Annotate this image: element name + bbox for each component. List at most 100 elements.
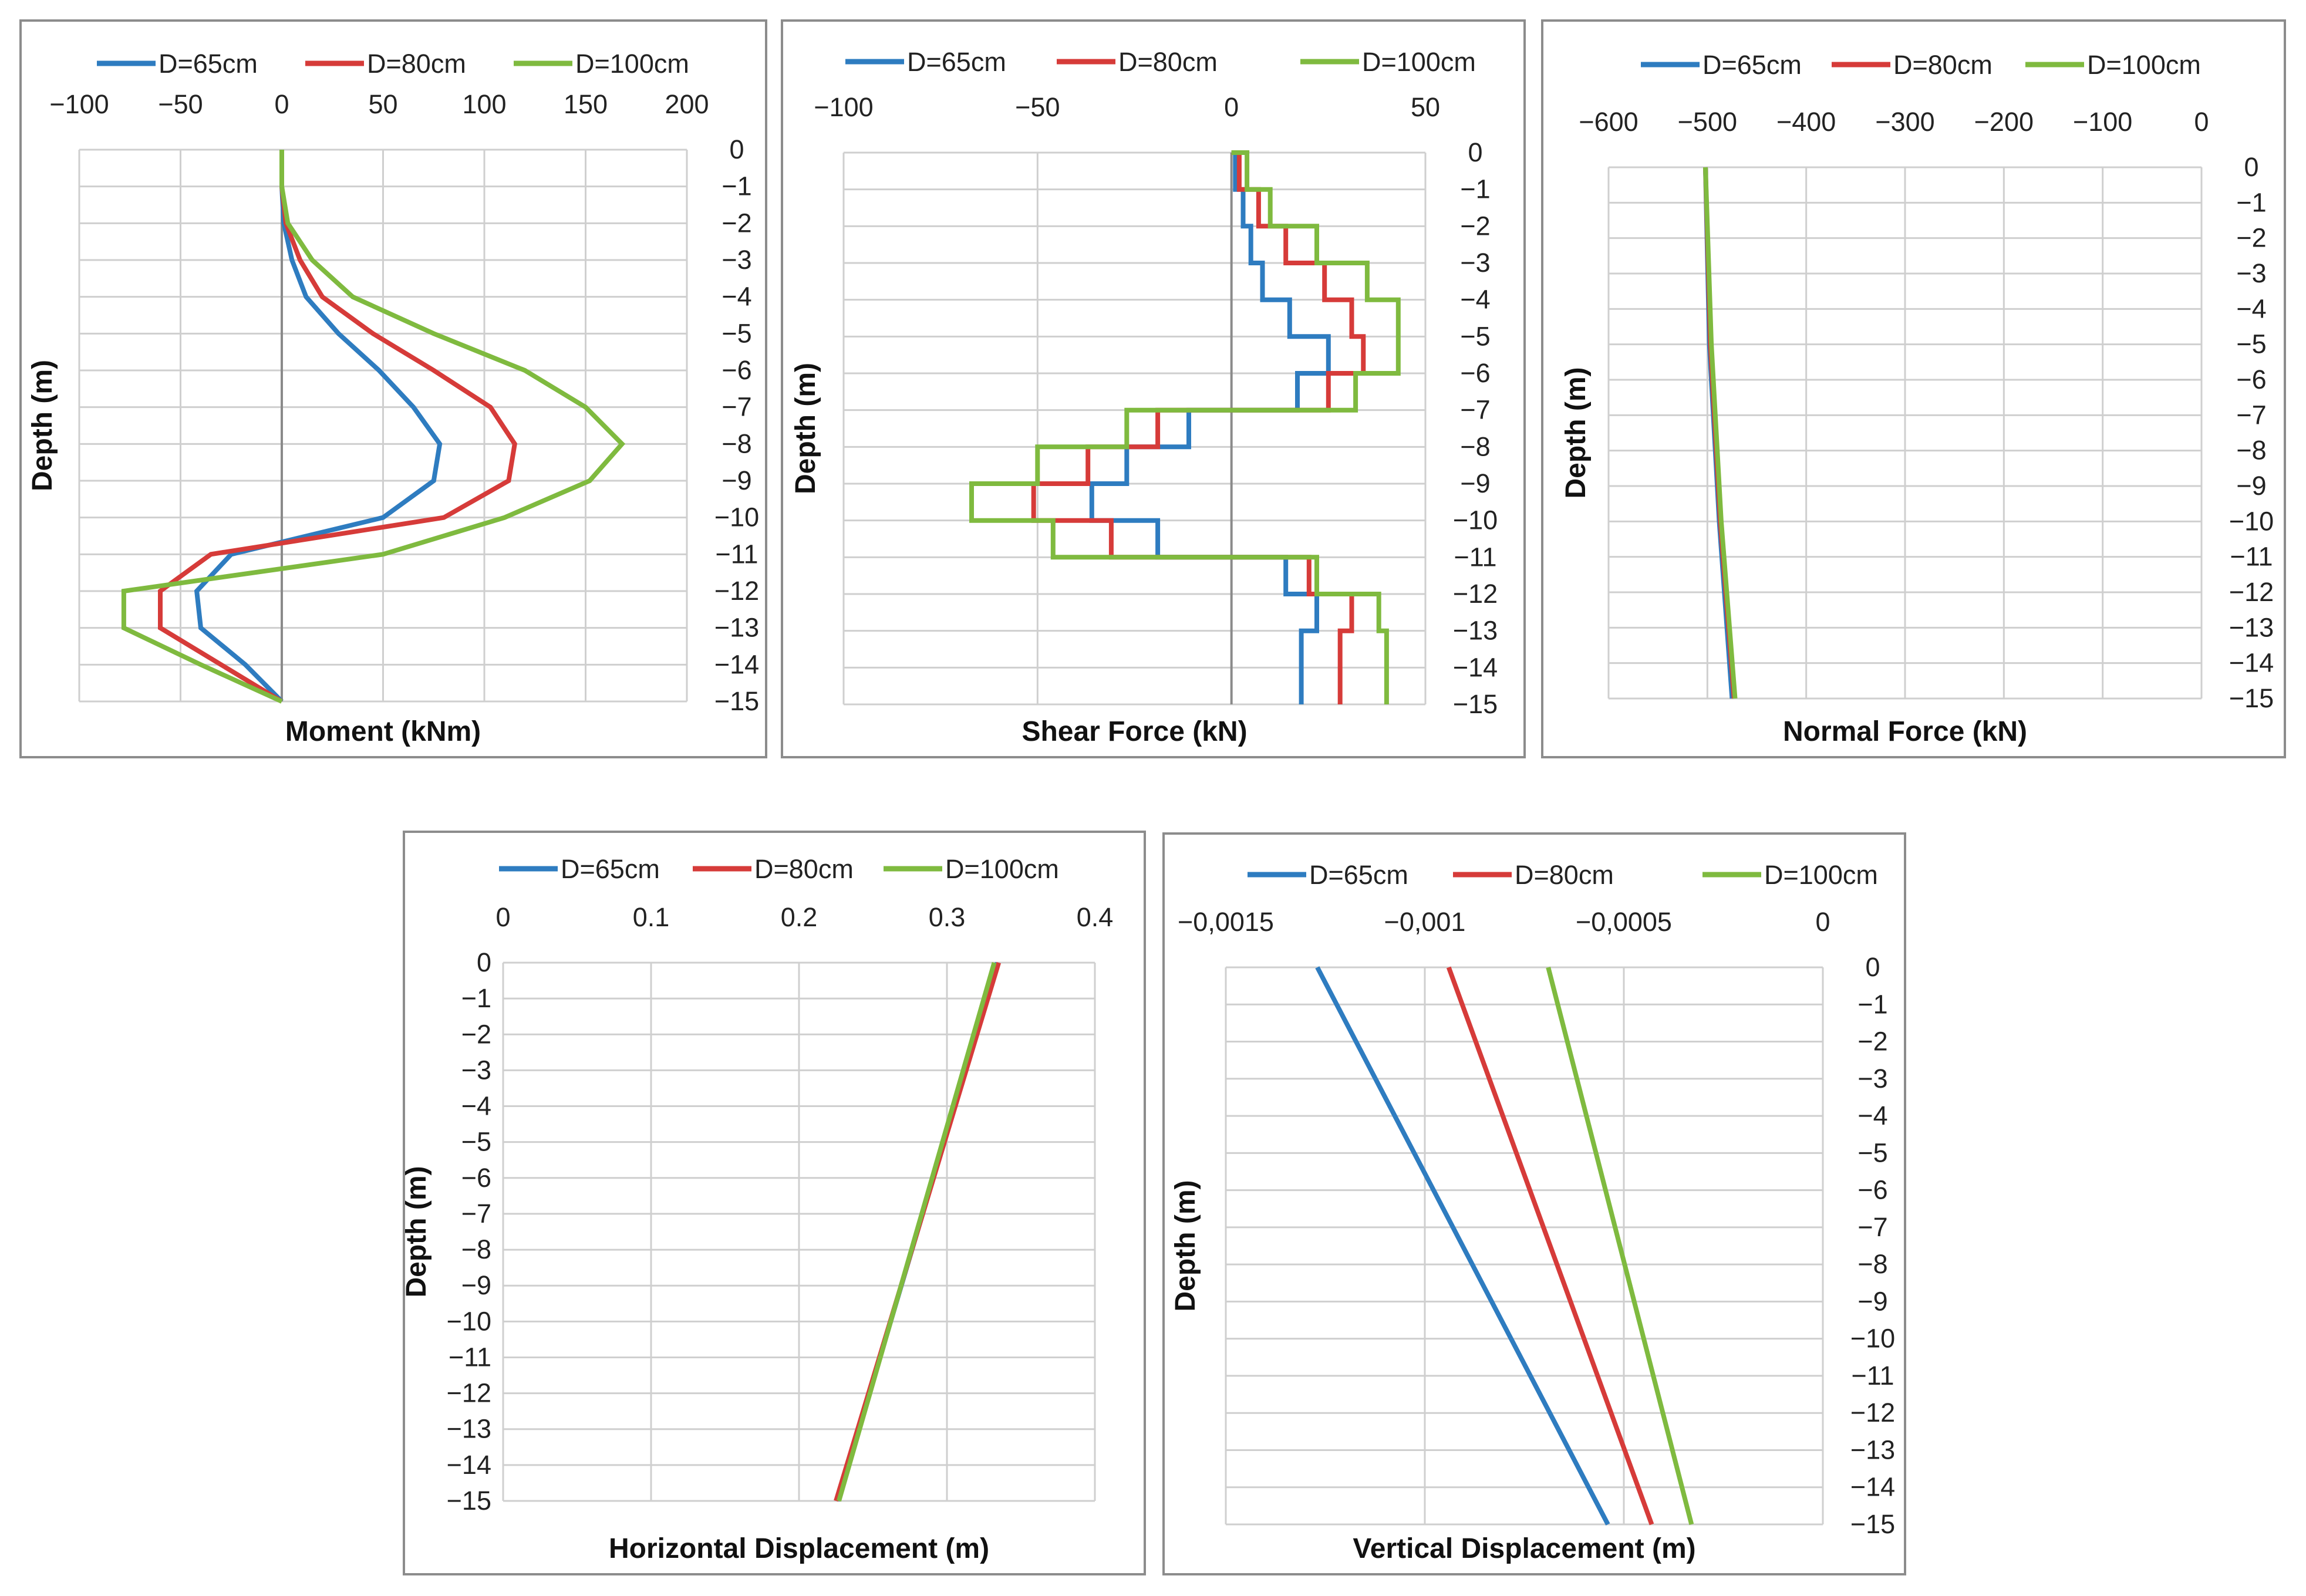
y-tick-label: −11 bbox=[1852, 1361, 1894, 1391]
y-tick-label: −5 bbox=[1460, 321, 1490, 351]
y-tick-label: −9 bbox=[2236, 471, 2266, 501]
panel-frame bbox=[403, 831, 1146, 1575]
y-tick-label: −11 bbox=[716, 539, 758, 569]
y-tick-label: −13 bbox=[1453, 616, 1498, 646]
legend-label: D=80cm bbox=[754, 854, 854, 884]
legend-label: D=65cm bbox=[1309, 860, 1408, 890]
y-tick-label: −9 bbox=[722, 465, 751, 495]
y-tick-label: −12 bbox=[447, 1378, 491, 1408]
y-tick-label: −8 bbox=[1460, 431, 1490, 461]
x-axis-title: Shear Force (kN) bbox=[1021, 716, 1247, 747]
y-tick-label: −14 bbox=[2229, 648, 2274, 678]
y-tick-label: −10 bbox=[1453, 505, 1498, 535]
x-tick-label: −100 bbox=[49, 89, 109, 119]
y-tick-label: −4 bbox=[722, 282, 751, 312]
y-tick-label: −1 bbox=[2236, 187, 2266, 217]
y-tick-label: −1 bbox=[1857, 989, 1887, 1019]
y-tick-label: −15 bbox=[447, 1486, 491, 1516]
y-axis-title: Depth (m) bbox=[1560, 367, 1592, 499]
y-tick-label: −5 bbox=[1857, 1138, 1887, 1168]
y-tick-label: −3 bbox=[1857, 1064, 1887, 1094]
x-tick-label: −600 bbox=[1579, 107, 1638, 137]
x-tick-label: 0 bbox=[2194, 107, 2209, 137]
x-tick-label: 0.1 bbox=[633, 902, 670, 932]
y-tick-label: −8 bbox=[461, 1234, 491, 1264]
series-line-D=65cm bbox=[1315, 966, 1610, 1526]
x-tick-label: −100 bbox=[2073, 107, 2132, 137]
y-tick-label: −15 bbox=[1453, 689, 1498, 719]
legend-label: D=100cm bbox=[1764, 860, 1878, 890]
y-tick-label: −3 bbox=[722, 245, 751, 275]
x-tick-label: −50 bbox=[1015, 92, 1060, 122]
y-tick-label: −12 bbox=[714, 576, 759, 606]
y-tick-label: −14 bbox=[1453, 652, 1498, 682]
legend-label: D=100cm bbox=[575, 49, 689, 79]
y-tick-label: −10 bbox=[1850, 1324, 1895, 1354]
legend-label: D=100cm bbox=[945, 854, 1059, 884]
legend-label: D=80cm bbox=[1515, 860, 1614, 890]
y-tick-label: −1 bbox=[461, 983, 491, 1013]
y-tick-label: −6 bbox=[1460, 358, 1490, 388]
y-tick-label: −6 bbox=[461, 1163, 491, 1193]
y-tick-label: −1 bbox=[1460, 174, 1490, 204]
y-axis-title: Depth (m) bbox=[790, 363, 821, 494]
x-tick-label: 0 bbox=[1224, 92, 1239, 122]
y-tick-label: −12 bbox=[1453, 579, 1498, 609]
legend-label: D=65cm bbox=[159, 49, 258, 79]
panel-frame bbox=[1541, 19, 2286, 758]
x-tick-label: −0,0005 bbox=[1576, 907, 1672, 937]
x-axis-title: Vertical Displacement (m) bbox=[1353, 1533, 1695, 1564]
x-tick-label: −0,0015 bbox=[1178, 907, 1274, 937]
y-tick-label: −11 bbox=[1454, 542, 1497, 572]
y-axis-title: Depth (m) bbox=[1170, 1180, 1201, 1312]
y-tick-label: −4 bbox=[1460, 285, 1490, 315]
legend-label: D=65cm bbox=[907, 47, 1006, 77]
y-tick-label: −3 bbox=[461, 1055, 491, 1085]
y-tick-label: −11 bbox=[449, 1342, 491, 1372]
y-tick-label: −13 bbox=[447, 1414, 491, 1444]
y-tick-label: −2 bbox=[461, 1019, 491, 1049]
x-tick-label: −50 bbox=[158, 89, 203, 119]
legend-label: D=100cm bbox=[1362, 47, 1476, 77]
y-tick-label: −7 bbox=[722, 392, 751, 422]
x-tick-label: −400 bbox=[1776, 107, 1836, 137]
y-tick-label: −8 bbox=[1857, 1249, 1887, 1279]
y-tick-label: −2 bbox=[1857, 1027, 1887, 1057]
y-tick-label: −6 bbox=[722, 355, 751, 385]
x-tick-label: 0 bbox=[495, 902, 510, 932]
series-line-D=80cm bbox=[158, 150, 518, 704]
y-tick-label: −4 bbox=[2236, 293, 2266, 323]
chart-panel-1: −100 −50 0 50 100 150 200 0 −1 −2 −3 −4 −5 −6 −7 −8 −9 −1… bbox=[19, 19, 767, 758]
y-axis-title: Depth (m) bbox=[27, 360, 58, 491]
y-tick-label: −12 bbox=[1850, 1398, 1895, 1428]
x-tick-label: −300 bbox=[1875, 107, 1934, 137]
series-line-D=100cm bbox=[969, 150, 1401, 704]
y-tick-label: −6 bbox=[2236, 365, 2266, 394]
y-tick-label: 0 bbox=[2244, 152, 2258, 182]
x-tick-label: 150 bbox=[564, 89, 608, 119]
y-axis-title: Depth (m) bbox=[401, 1166, 432, 1298]
x-axis-title: Horizontal Displacement (m) bbox=[609, 1533, 989, 1564]
legend-label: D=65cm bbox=[561, 854, 660, 884]
x-tick-label: 0.4 bbox=[1077, 902, 1114, 932]
chart-panel-5: −0,0015 −0,001 −0,0005 0 0 −1 −2 −3 −4 −5 −6 −7 −8 −9… bbox=[1162, 832, 1906, 1575]
series-line-D=80cm bbox=[1446, 966, 1654, 1526]
y-tick-label: −10 bbox=[714, 502, 759, 532]
legend-label: D=100cm bbox=[2087, 50, 2201, 80]
x-tick-label: 100 bbox=[462, 89, 506, 119]
x-tick-label: −100 bbox=[814, 92, 873, 122]
y-tick-label: −7 bbox=[461, 1199, 491, 1229]
y-tick-label: −8 bbox=[2236, 436, 2266, 465]
y-tick-label: 0 bbox=[729, 134, 744, 164]
y-tick-label: −8 bbox=[722, 428, 751, 458]
y-tick-label: −6 bbox=[1857, 1175, 1887, 1205]
y-tick-label: −13 bbox=[2229, 612, 2274, 642]
y-tick-label: −3 bbox=[1460, 248, 1490, 278]
y-tick-label: −15 bbox=[1850, 1509, 1895, 1539]
x-tick-label: 0 bbox=[1815, 907, 1830, 937]
y-tick-label: −7 bbox=[1460, 395, 1490, 425]
legend-label: D=80cm bbox=[367, 49, 466, 79]
y-tick-label: 0 bbox=[477, 947, 491, 977]
y-tick-label: −7 bbox=[1857, 1212, 1887, 1242]
x-tick-label: 50 bbox=[1411, 92, 1440, 122]
